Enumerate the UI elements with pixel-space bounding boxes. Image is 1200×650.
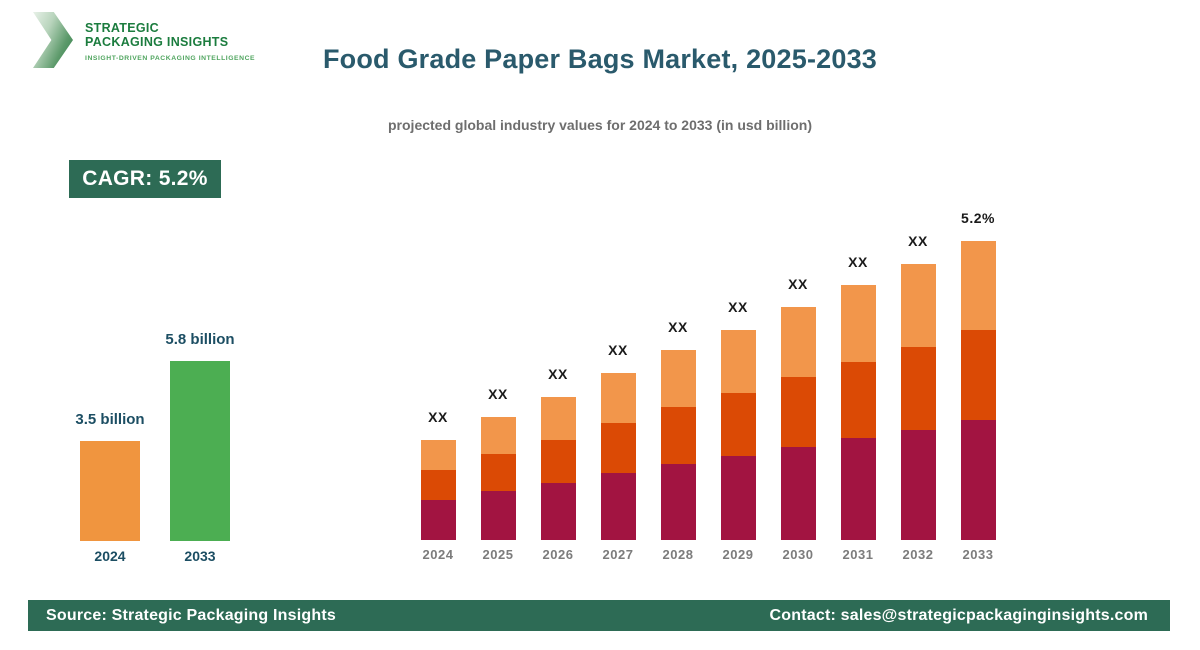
bar-top-label: XX xyxy=(548,366,568,382)
cagr-badge: CAGR: 5.2% xyxy=(69,160,221,198)
stacked-bar-column: XX 2030 xyxy=(768,206,828,563)
stacked-bar xyxy=(420,440,456,540)
mini-bar-column: 3.5 billion 2024 xyxy=(65,320,155,564)
brand-name-line2: PACKAGING INSIGHTS xyxy=(85,35,229,49)
bar-top-label: XX xyxy=(608,342,628,358)
stacked-bar-column: XX 2028 xyxy=(648,206,708,563)
bar-top-label: XX xyxy=(908,233,928,249)
year-label: 2033 xyxy=(962,547,994,562)
year-label: 2028 xyxy=(662,547,694,562)
stacked-bar xyxy=(840,285,876,540)
stacked-bar-segment-middle xyxy=(600,423,636,473)
page-subtitle: projected global industry values for 202… xyxy=(388,117,812,133)
stacked-bar-segment-bottom xyxy=(600,473,636,540)
stacked-bar-segment-bottom xyxy=(540,483,576,540)
stacked-bar-segment-bottom xyxy=(960,420,996,540)
stacked-bar-segment-bottom xyxy=(840,438,876,540)
stacked-bar-segment-top xyxy=(480,417,516,454)
stacked-bar-segment-top xyxy=(900,264,936,347)
stacked-bar-segment-top xyxy=(840,285,876,362)
stacked-bar-column: XX 2029 xyxy=(708,206,768,563)
year-label: 2030 xyxy=(782,547,814,562)
mini-bar-column: 5.8 billion 2033 xyxy=(155,320,245,564)
year-label: 2032 xyxy=(902,547,934,562)
page-title: Food Grade Paper Bags Market, 2025-2033 xyxy=(322,44,878,74)
mini-bar xyxy=(170,361,230,541)
brand-logo: STRATEGIC PACKAGING INSIGHTS INSIGHT-DRI… xyxy=(33,12,255,68)
stacked-bar xyxy=(960,241,996,540)
stacked-bar-segment-middle xyxy=(480,454,516,491)
stacked-bar-column: XX 2027 xyxy=(588,206,648,563)
footer-contact: Contact: sales@strategicpackaginginsight… xyxy=(769,606,1148,624)
brand-tagline: INSIGHT-DRIVEN PACKAGING INTELLIGENCE xyxy=(85,55,256,62)
stacked-bar xyxy=(780,307,816,540)
stacked-bar-segment-top xyxy=(600,373,636,423)
stacked-bar xyxy=(540,397,576,540)
year-label: 2033 xyxy=(184,548,216,564)
bar-value-label: 3.5 billion xyxy=(75,411,145,428)
year-label: 2026 xyxy=(542,547,574,562)
bar-value-label: 5.8 billion xyxy=(165,331,235,348)
stacked-forecast-chart: XX 2024 XX 2025 XX 2026 XX 2027 XX 2028 XX 2029 XX 20… xyxy=(408,206,1008,563)
stacked-bar-segment-middle xyxy=(540,440,576,483)
stacked-bar xyxy=(600,373,636,540)
stacked-bar-column: XX 2024 xyxy=(408,206,468,563)
stacked-bar-segment-bottom xyxy=(420,500,456,540)
stacked-bar-column: XX 2032 xyxy=(888,206,948,563)
stacked-bar-column: 5.2% 2033 xyxy=(948,206,1008,563)
stacked-bar-segment-middle xyxy=(840,362,876,438)
stacked-bar-segment-middle xyxy=(660,407,696,464)
year-label: 2029 xyxy=(722,547,754,562)
stacked-bar-column: XX 2026 xyxy=(528,206,588,563)
footer-source: Source: Strategic Packaging Insights xyxy=(46,606,336,624)
stacked-bar-segment-middle xyxy=(420,470,456,500)
stacked-bar-segment-top xyxy=(960,241,996,330)
stacked-bar xyxy=(900,264,936,540)
footer-bar: Source: Strategic Packaging Insights Con… xyxy=(28,600,1170,631)
stacked-bar-column: XX 2031 xyxy=(828,206,888,563)
stacked-bar-segment-middle xyxy=(900,347,936,430)
year-label: 2024 xyxy=(422,547,454,562)
stacked-bar-segment-bottom xyxy=(780,447,816,540)
stacked-bar xyxy=(480,417,516,540)
year-label: 2025 xyxy=(482,547,514,562)
stacked-bar-segment-top xyxy=(660,350,696,407)
brand-text: STRATEGIC PACKAGING INSIGHTS INSIGHT-DRI… xyxy=(85,12,255,62)
stacked-bar-segment-bottom xyxy=(900,430,936,540)
bar-top-label: XX xyxy=(728,299,748,315)
mini-comparison-chart: 3.5 billion 2024 5.8 billion 2033 xyxy=(65,320,245,564)
stacked-bar-segment-middle xyxy=(960,330,996,420)
brand-name-line1: STRATEGIC xyxy=(85,21,159,35)
mini-bar xyxy=(80,441,140,541)
stacked-bar-segment-middle xyxy=(720,393,756,456)
stacked-bar-segment-top xyxy=(420,440,456,470)
bar-top-label: XX xyxy=(788,276,808,292)
year-label: 2031 xyxy=(842,547,874,562)
year-label: 2024 xyxy=(94,548,126,564)
year-label: 2027 xyxy=(602,547,634,562)
bar-top-label: XX xyxy=(428,409,448,425)
stacked-bar xyxy=(720,330,756,540)
bar-top-label: XX xyxy=(488,386,508,402)
stacked-bar-segment-middle xyxy=(780,377,816,447)
bar-top-label: 5.2% xyxy=(961,210,995,226)
bar-top-label: XX xyxy=(668,319,688,335)
stacked-bar-segment-top xyxy=(720,330,756,393)
stacked-bar-segment-bottom xyxy=(720,456,756,540)
bar-top-label: XX xyxy=(848,254,868,270)
stacked-bar xyxy=(660,350,696,540)
stacked-bar-segment-top xyxy=(780,307,816,377)
stacked-bar-column: XX 2025 xyxy=(468,206,528,563)
stacked-bar-segment-bottom xyxy=(660,464,696,540)
stacked-bar-segment-bottom xyxy=(480,491,516,540)
stacked-bar-segment-top xyxy=(540,397,576,440)
